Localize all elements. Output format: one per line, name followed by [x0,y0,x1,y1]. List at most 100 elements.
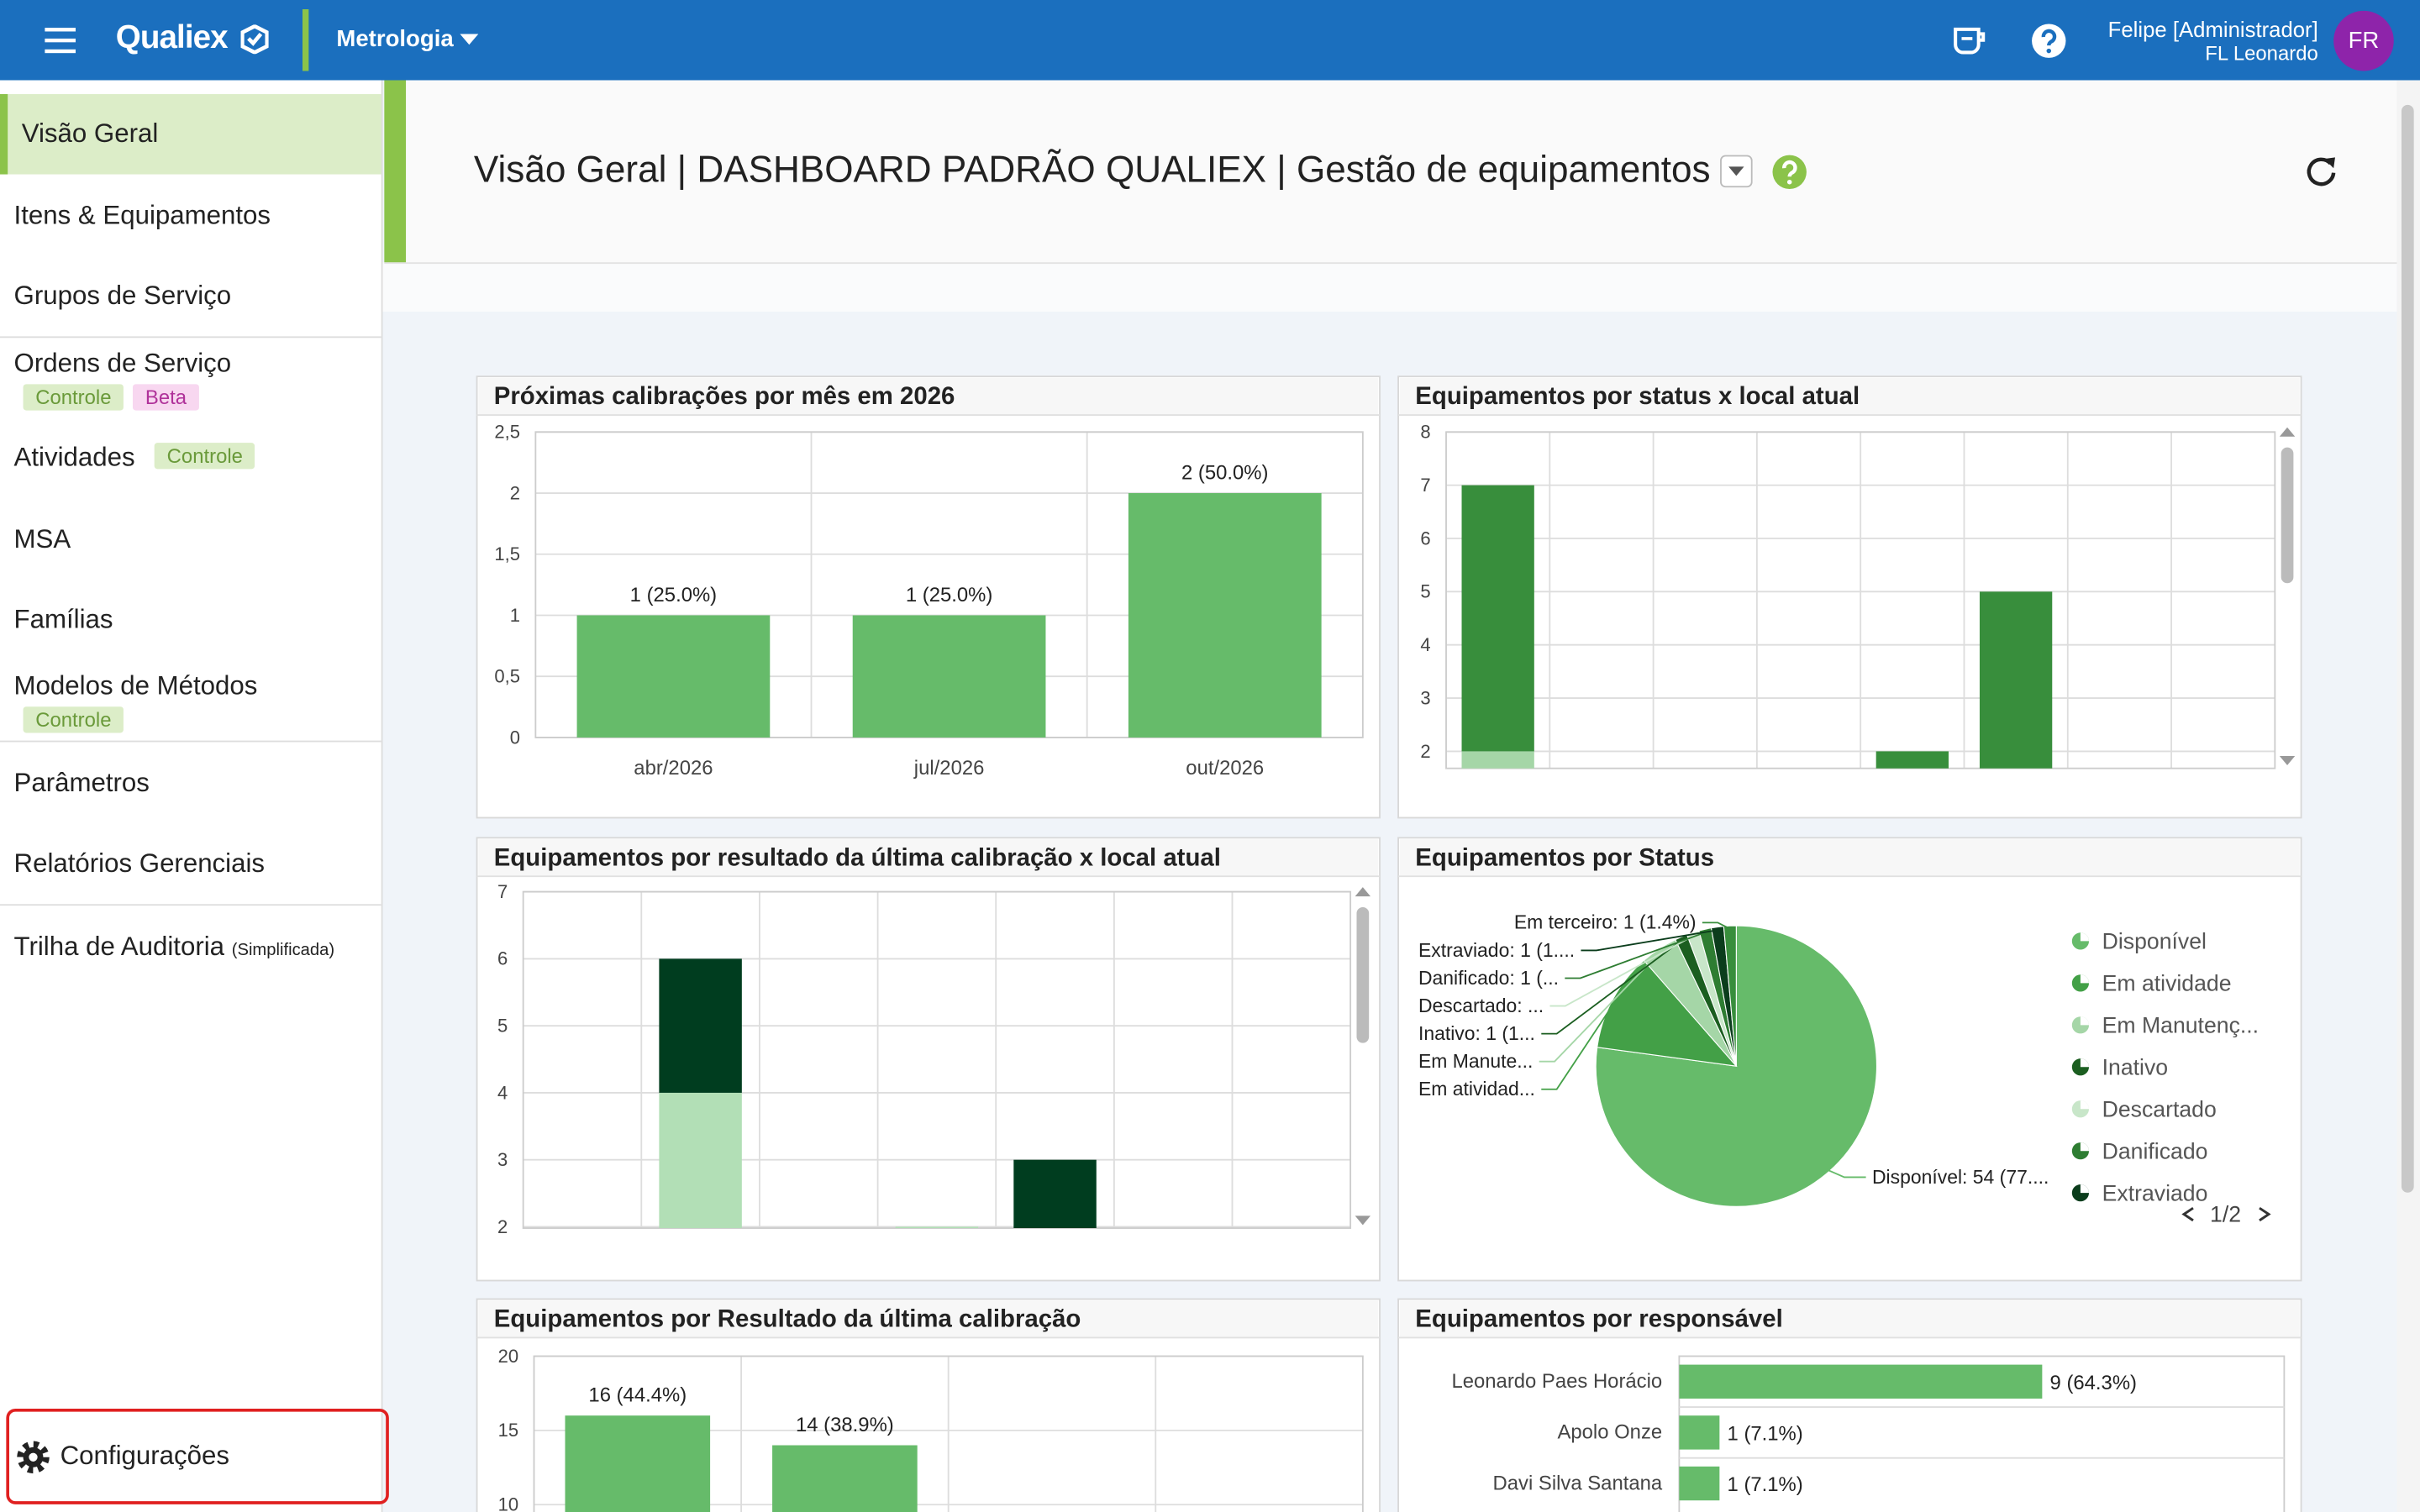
panel-header [1399,378,2300,416]
nav-item[interactable]: Famílias [13,605,113,634]
leader-line [1541,1000,1617,1090]
legend-label: Descartado [2102,1096,2217,1121]
menu-button[interactable] [45,26,76,54]
y-tick-label: 4 [1420,634,1430,655]
nav-item[interactable]: Relatórios Gerenciais [13,848,266,879]
nav-item[interactable]: Parâmetros [13,768,150,798]
y-tick-label: 1,5 [494,543,520,564]
plot-frame [1678,1355,2286,1512]
nav-item[interactable]: Atividades Controle [14,443,265,474]
data-label: 1 (7.1%) [1728,1473,1803,1496]
help-icon[interactable] [2031,24,2066,59]
y-tick-label: 6 [1420,528,1430,549]
legend-prev [2181,1206,2194,1222]
chart-title: Próximas calibrações por mês em 2026 [494,382,955,410]
slice-label: Disponível: 54 (77.... [1872,1166,2049,1188]
y-tick-label: 6 [497,948,508,969]
x-tick-label: out/2026 [1186,757,1264,780]
nav-label: Atividades [13,443,135,473]
slice-label: Danificado: 1 (... [1418,967,1559,989]
bars [576,493,1322,738]
nav-item[interactable]: Trilha de Auditoria (Simplificada) [14,932,335,963]
data-label: 9 (64.3%) [2050,1372,2137,1394]
nav-item[interactable]: Itens & Equipamentos [13,200,271,230]
notifications-icon[interactable] [1952,24,1986,58]
legend-next [2259,1206,2271,1222]
brand[interactable]: Qualiex [115,19,229,56]
nav-item[interactable]: Visão Geral [21,118,159,149]
highlight-box [6,1408,389,1504]
refresh-icon[interactable] [2304,155,2338,188]
data-label: 1 (25.0%) [906,584,992,606]
y-tick-label: Davi Silva Santana [1493,1472,1663,1494]
legend-icon-cut [2080,1058,2090,1068]
slice-label: Em atividad... [1418,1078,1535,1100]
help-icon[interactable] [1772,154,1807,189]
dashboard-dropdown[interactable] [1720,155,1754,188]
bars [1461,485,2053,769]
y-tick-label: 7 [497,881,508,902]
scrollbar[interactable] [2396,80,2420,1512]
badge: Beta [133,384,199,411]
y-tick-label: 3 [1420,687,1430,708]
gear-icon [17,1441,50,1474]
badge: Controle [23,706,124,733]
bar [1128,493,1322,738]
dropdown-arrow[interactable] [460,34,479,46]
chart-panel: Equipamentos por status x local atual 2 3 4… [1397,375,2302,819]
x-tick-label: jul/2026 [913,757,985,780]
separator [302,9,309,71]
panel-header [478,378,1379,416]
y-tick-label: 3 [497,1149,508,1170]
scroll-thumb[interactable] [2401,104,2414,1193]
chart-title: Equipamentos por status x local atual [1415,382,1860,410]
nav-item[interactable]: Grupos de Serviço [13,281,232,311]
slice-label: Extraviado: 1 (1.... [1418,939,1575,961]
module-selector[interactable]: Metrologia [336,26,454,53]
chart-panel: Equipamentos por resultado da última cal… [476,837,1381,1282]
avatar[interactable]: FR [2333,10,2394,71]
badge: Controle [23,384,124,411]
leader-line [1541,939,1683,1035]
leader-line [1826,1168,1866,1179]
y-tick-label: 5 [1420,581,1430,602]
nav-item[interactable]: Ordens de Serviço [13,349,232,379]
y-tick-label: 2,5 [494,422,520,443]
y-tick-label: 2 [1420,741,1430,762]
plot-frame [1445,431,2276,769]
scroll-down [1355,1215,1371,1226]
bar-segment [1979,591,2053,769]
leader-line [1702,921,1731,930]
settings-item[interactable]: Configurações [60,1441,229,1471]
plot-frame [533,1355,1364,1512]
divider [0,336,381,339]
scroll-thumb [1356,907,1370,1043]
data-label: 1 (25.0%) [630,584,717,606]
bar [1679,1415,1720,1450]
y-tick-label: 2 [497,1216,508,1237]
legend-label: Disponível [2102,929,2207,954]
y-tick-label: 10 [498,1494,519,1512]
legend-icon-cut [2080,932,2090,942]
y-tick-label: 1 [510,605,520,626]
data-label: 14 (38.9%) [796,1414,894,1436]
bar-segment [659,1092,742,1229]
data-label: 2 (50.0%) [1181,461,1268,484]
panel-header [1399,839,2300,877]
slice-label: Em Manute... [1418,1050,1533,1072]
scroll-up [1355,887,1371,897]
nav-item[interactable]: Modelos de Métodos [13,670,258,701]
panel-header [478,839,1379,877]
y-tick-label: 8 [1420,422,1430,443]
nav-item[interactable]: MSA [13,524,71,554]
legend-label: Em atividade [2102,971,2232,996]
slice-label: Descartado: ... [1418,995,1544,1016]
user-info[interactable]: Felipe [Administrador] FL Leonardo [2108,17,2318,66]
legend-icon-cut [2080,1100,2090,1110]
leader-line [1539,951,1661,1063]
legend-label: Inativo [2102,1054,2168,1079]
chart-title: Equipamentos por Status [1415,843,1714,871]
